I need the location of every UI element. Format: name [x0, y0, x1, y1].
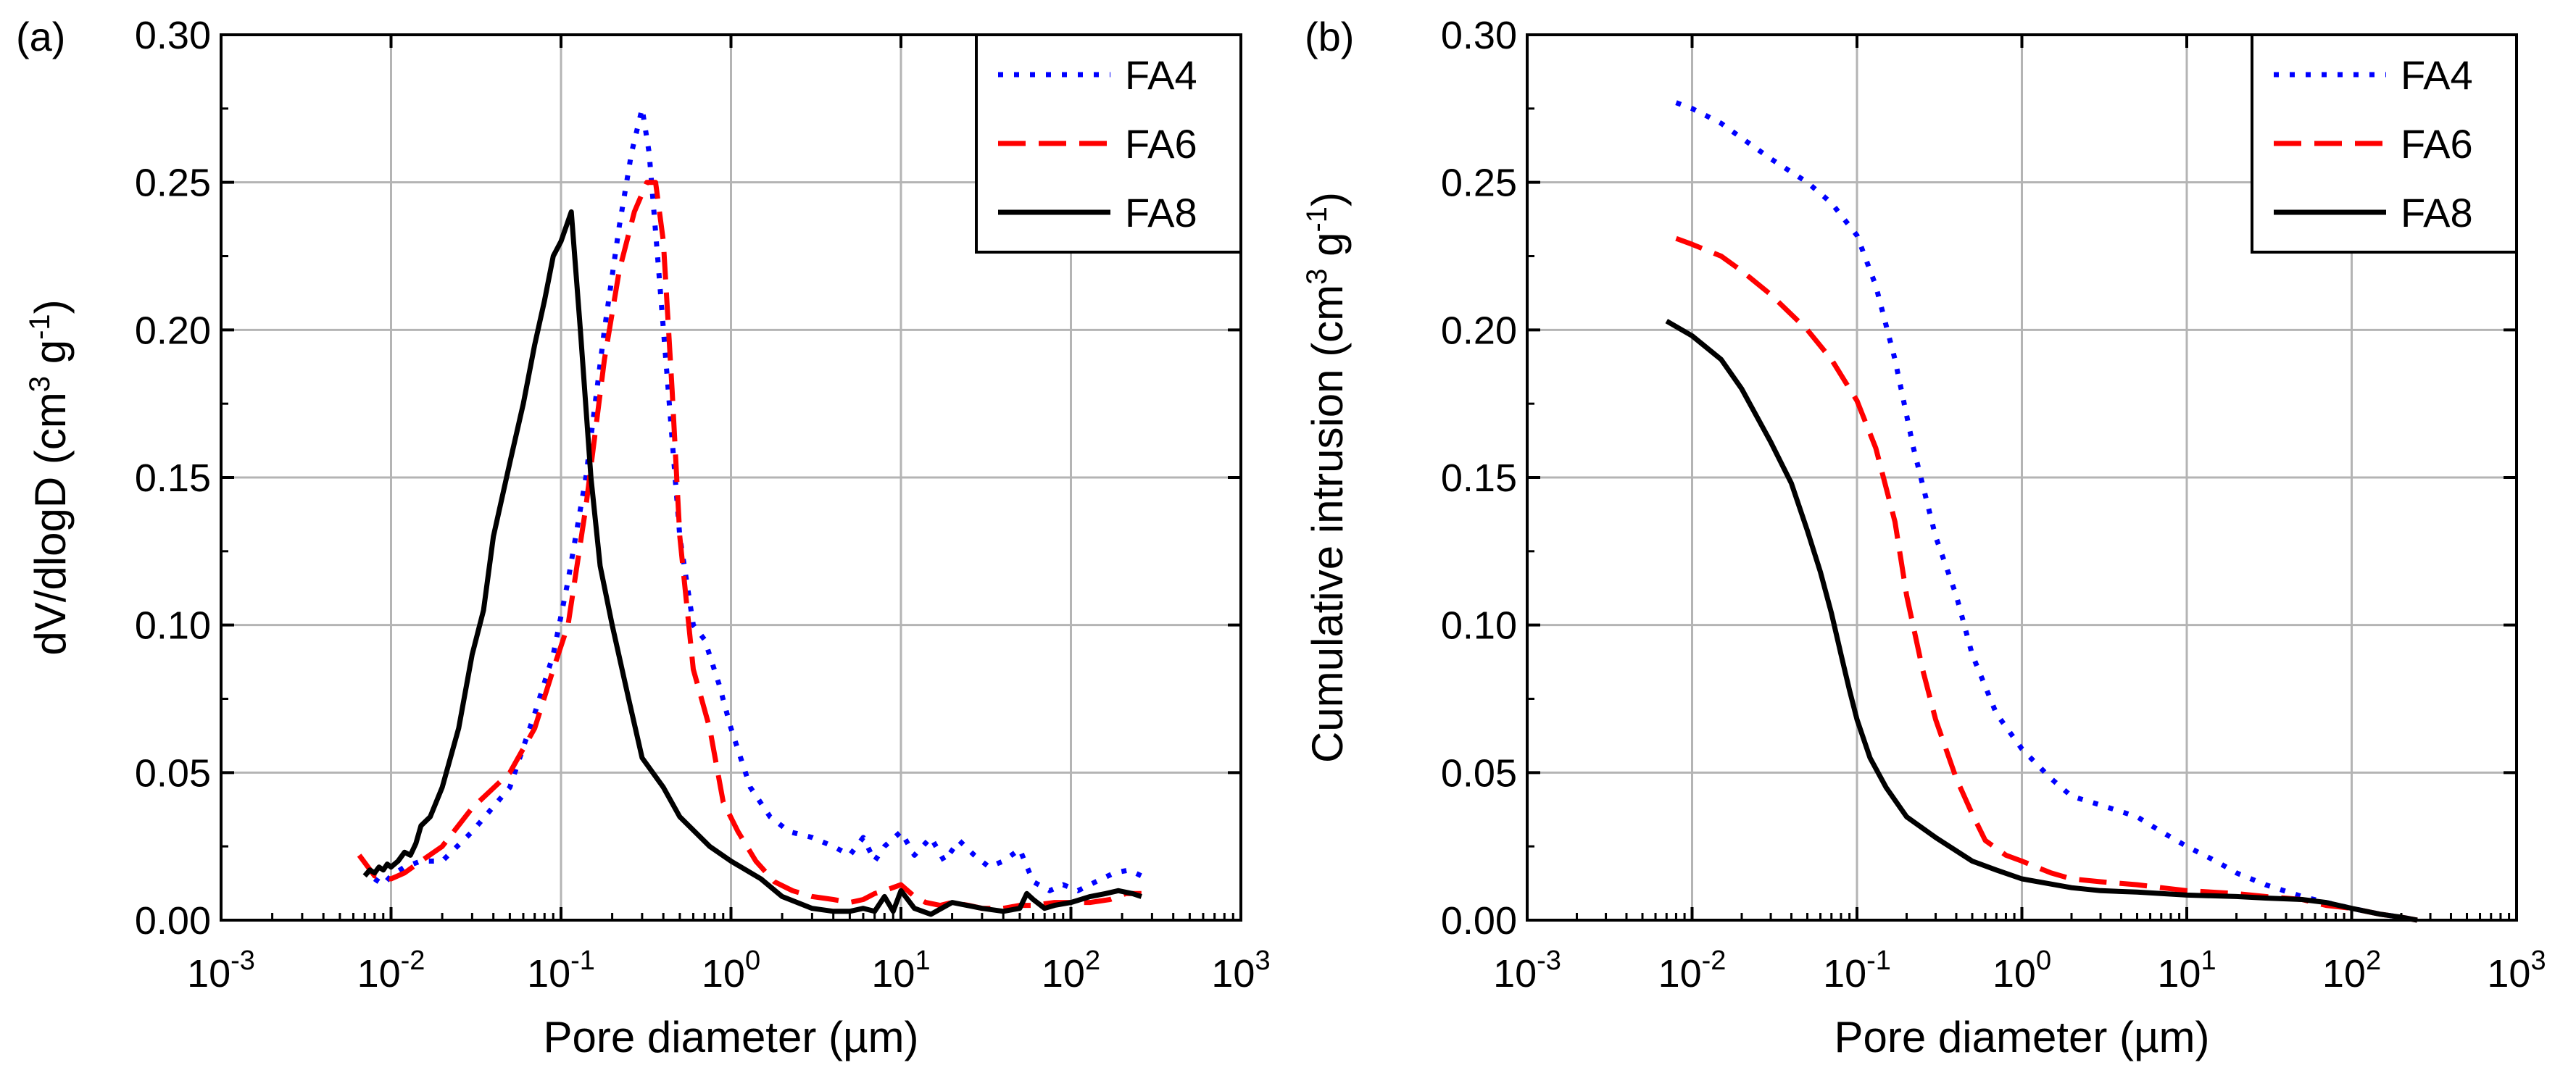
y-axis-title: Cumulative intrusion (cm3 g-1) [1301, 192, 1352, 763]
chart-panel-b: 10-3 10-2 10-1 100 101 102 1030.000.050.100.15… [1301, 14, 2546, 1061]
y-title-superscript: 3 [24, 376, 56, 392]
legend: FA4 FA6 FA8 [2251, 33, 2518, 254]
x-tick-label: 102 [2322, 946, 2381, 996]
x-tick-base: 10 [702, 952, 745, 996]
y-title-superscript: -1 [1301, 206, 1333, 233]
x-tick-label: 10-3 [187, 946, 255, 996]
x-tick-base: 10 [1042, 952, 1085, 996]
x-tick-base: 10 [1658, 952, 1702, 996]
x-tick-exponent: -2 [1702, 946, 1727, 976]
x-tick-exponent: 3 [2530, 946, 2546, 976]
y-tick-label: 0.00 [1441, 899, 1517, 943]
x-tick-exponent: 1 [915, 946, 930, 976]
y-tick-label: 0.10 [135, 604, 211, 648]
x-tick-base: 10 [527, 952, 570, 996]
x-tick-label: 100 [702, 946, 760, 996]
x-tick-label: 100 [1993, 946, 2051, 996]
y-tick-label: 0.10 [1441, 604, 1517, 648]
x-tick-label: 101 [2157, 946, 2216, 996]
panel-label: (a) [16, 14, 65, 59]
y-tick-label: 0.25 [1441, 162, 1517, 205]
y-tick-label: 0.25 [135, 162, 211, 205]
y-title-unit: g [26, 340, 75, 376]
series-line-fa6 [357, 180, 1142, 911]
x-axis-title: Pore diameter (µm) [1834, 1013, 2209, 1061]
chart-panel-a: 10-3 10-2 10-1 100 101 102 1030.000.050.100.15… [16, 14, 1271, 1061]
x-tick-exponent: -3 [1537, 946, 1561, 976]
legend-label-fa8: FA8 [1125, 190, 1197, 235]
x-tick-base: 10 [871, 952, 915, 996]
x-tick-label: 103 [2487, 946, 2546, 996]
legend-label-fa6: FA6 [1125, 121, 1197, 167]
y-title-close: ) [1303, 192, 1352, 206]
y-title-close: ) [26, 299, 75, 314]
x-tick-label: 103 [1211, 946, 1270, 996]
x-tick-exponent: 0 [745, 946, 760, 976]
x-tick-base: 10 [1993, 952, 2036, 996]
x-tick-exponent: 3 [1255, 946, 1270, 976]
x-tick-label: 10-2 [357, 946, 425, 996]
y-tick-label: 0.20 [1441, 309, 1517, 352]
y-tick-label: 0.30 [135, 14, 211, 57]
legend-label-fa8: FA8 [2401, 190, 2473, 235]
x-tick-exponent: -1 [1866, 946, 1891, 976]
series-line-fa8 [1665, 319, 2418, 923]
y-tick-label: 0.05 [135, 751, 211, 795]
x-tick-base: 10 [2487, 952, 2530, 996]
y-tick-label: 0.20 [135, 309, 211, 352]
series-line-fa4 [1675, 100, 2418, 923]
legend-box [975, 33, 1242, 254]
x-tick-label: 102 [1042, 946, 1100, 996]
x-tick-label: 10-1 [527, 946, 595, 996]
x-tick-exponent: 1 [2201, 946, 2216, 976]
x-tick-base: 10 [1493, 952, 1537, 996]
panel-label: (b) [1305, 14, 1354, 59]
y-axis-title: dV/dlogD (cm3 g-1) [24, 299, 75, 655]
y-tick-label: 0.00 [135, 899, 211, 943]
y-title-superscript: 3 [1301, 269, 1333, 285]
y-title-main: Cumulative intrusion (cm [1303, 285, 1352, 763]
series-line-fa8 [362, 209, 1142, 917]
x-tick-base: 10 [357, 952, 401, 996]
y-title-main: dV/dlogD (cm [26, 392, 75, 655]
y-tick-label: 0.05 [1441, 751, 1517, 795]
x-axis-title: Pore diameter (µm) [543, 1013, 918, 1061]
legend-label-fa4: FA4 [2401, 52, 2473, 98]
x-tick-base: 10 [187, 952, 230, 996]
x-tick-label: 10-2 [1658, 946, 1727, 996]
x-tick-exponent: -1 [570, 946, 595, 976]
y-tick-label: 0.15 [135, 456, 211, 500]
x-tick-exponent: 2 [2366, 946, 2381, 976]
x-tick-base: 10 [1211, 952, 1255, 996]
x-tick-exponent: 2 [1085, 946, 1100, 976]
x-tick-exponent: 0 [2036, 946, 2051, 976]
x-tick-label: 10-3 [1493, 946, 1561, 996]
series-line-fa4 [373, 106, 1143, 893]
x-tick-label: 10-1 [1823, 946, 1891, 996]
y-tick-label: 0.30 [1441, 14, 1517, 57]
y-title-unit: g [1303, 233, 1352, 269]
x-tick-base: 10 [2157, 952, 2201, 996]
x-tick-label: 101 [871, 946, 930, 996]
x-tick-exponent: -2 [401, 946, 425, 976]
y-tick-label: 0.15 [1441, 456, 1517, 500]
x-tick-base: 10 [2322, 952, 2366, 996]
legend-label-fa6: FA6 [2401, 121, 2473, 167]
x-tick-base: 10 [1823, 952, 1866, 996]
legend-label-fa4: FA4 [1125, 52, 1197, 98]
x-tick-exponent: -3 [230, 946, 255, 976]
legend: FA4 FA6 FA8 [975, 33, 1242, 254]
y-title-superscript: -1 [24, 314, 56, 340]
